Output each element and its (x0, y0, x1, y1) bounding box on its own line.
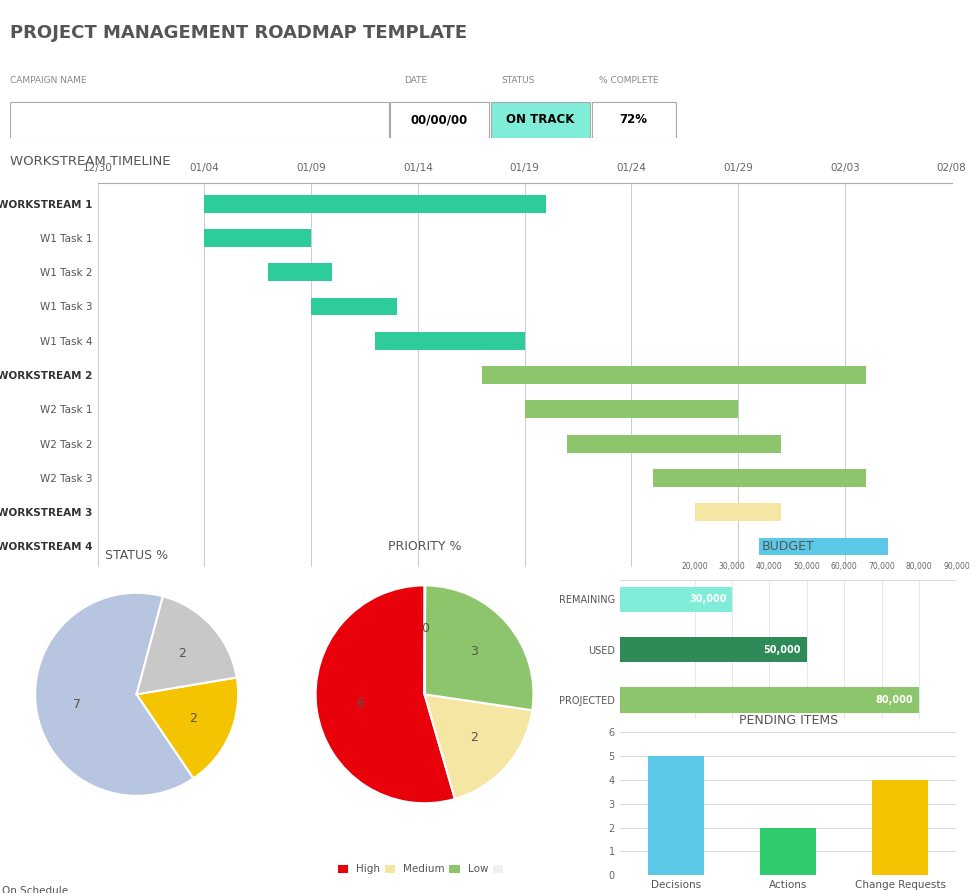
Wedge shape (137, 678, 238, 779)
Bar (759, 538, 887, 555)
FancyBboxPatch shape (10, 102, 388, 138)
Bar (620, 637, 807, 663)
FancyBboxPatch shape (491, 102, 590, 138)
Title: PENDING ITEMS: PENDING ITEMS (739, 714, 837, 727)
Text: 30,000: 30,000 (689, 595, 726, 605)
Text: 7: 7 (72, 698, 81, 711)
FancyBboxPatch shape (591, 102, 675, 138)
Bar (268, 263, 333, 281)
Bar (204, 195, 546, 213)
Bar (204, 229, 311, 246)
Bar (311, 297, 396, 315)
Text: 2: 2 (178, 647, 185, 660)
Wedge shape (137, 597, 237, 695)
Text: 2: 2 (469, 730, 477, 744)
Bar (696, 504, 781, 522)
Text: 80,000: 80,000 (875, 695, 914, 705)
Bar (620, 587, 732, 612)
Text: STATUS: STATUS (502, 76, 535, 85)
Title: STATUS %: STATUS % (105, 549, 168, 562)
Text: 72%: 72% (620, 113, 647, 126)
Bar (760, 828, 816, 875)
FancyBboxPatch shape (390, 102, 489, 138)
Text: 50,000: 50,000 (763, 645, 801, 655)
Bar (375, 332, 525, 350)
Text: CAMPAIGN NAME: CAMPAIGN NAME (10, 76, 86, 85)
Title: PRIORITY %: PRIORITY % (387, 539, 462, 553)
Bar (648, 756, 704, 875)
Text: PROJECT MANAGEMENT ROADMAP TEMPLATE: PROJECT MANAGEMENT ROADMAP TEMPLATE (10, 24, 467, 43)
Title: BUDGET: BUDGET (761, 540, 815, 553)
Wedge shape (425, 586, 534, 710)
Wedge shape (425, 695, 532, 799)
Text: 6: 6 (356, 697, 364, 710)
Bar (653, 469, 867, 487)
Text: 3: 3 (470, 646, 478, 658)
Text: DATE: DATE (404, 76, 427, 85)
Text: 00/00/00: 00/00/00 (411, 113, 468, 126)
Text: 2: 2 (188, 712, 196, 725)
Text: ON TRACK: ON TRACK (506, 113, 574, 126)
Text: 0: 0 (421, 622, 428, 636)
Text: % COMPLETE: % COMPLETE (598, 76, 658, 85)
Text: WORKSTREAM TIMELINE: WORKSTREAM TIMELINE (10, 154, 170, 168)
Wedge shape (35, 593, 193, 796)
Bar (873, 780, 928, 875)
Legend: On Schedule, Needs Attention, Delayed: On Schedule, Needs Attention, Delayed (0, 887, 87, 893)
Bar (620, 688, 919, 713)
Bar (567, 435, 781, 453)
Wedge shape (315, 586, 455, 803)
Bar (525, 400, 738, 418)
Bar (482, 366, 867, 384)
Legend: High, Medium, Low, : High, Medium, Low, (338, 864, 511, 874)
